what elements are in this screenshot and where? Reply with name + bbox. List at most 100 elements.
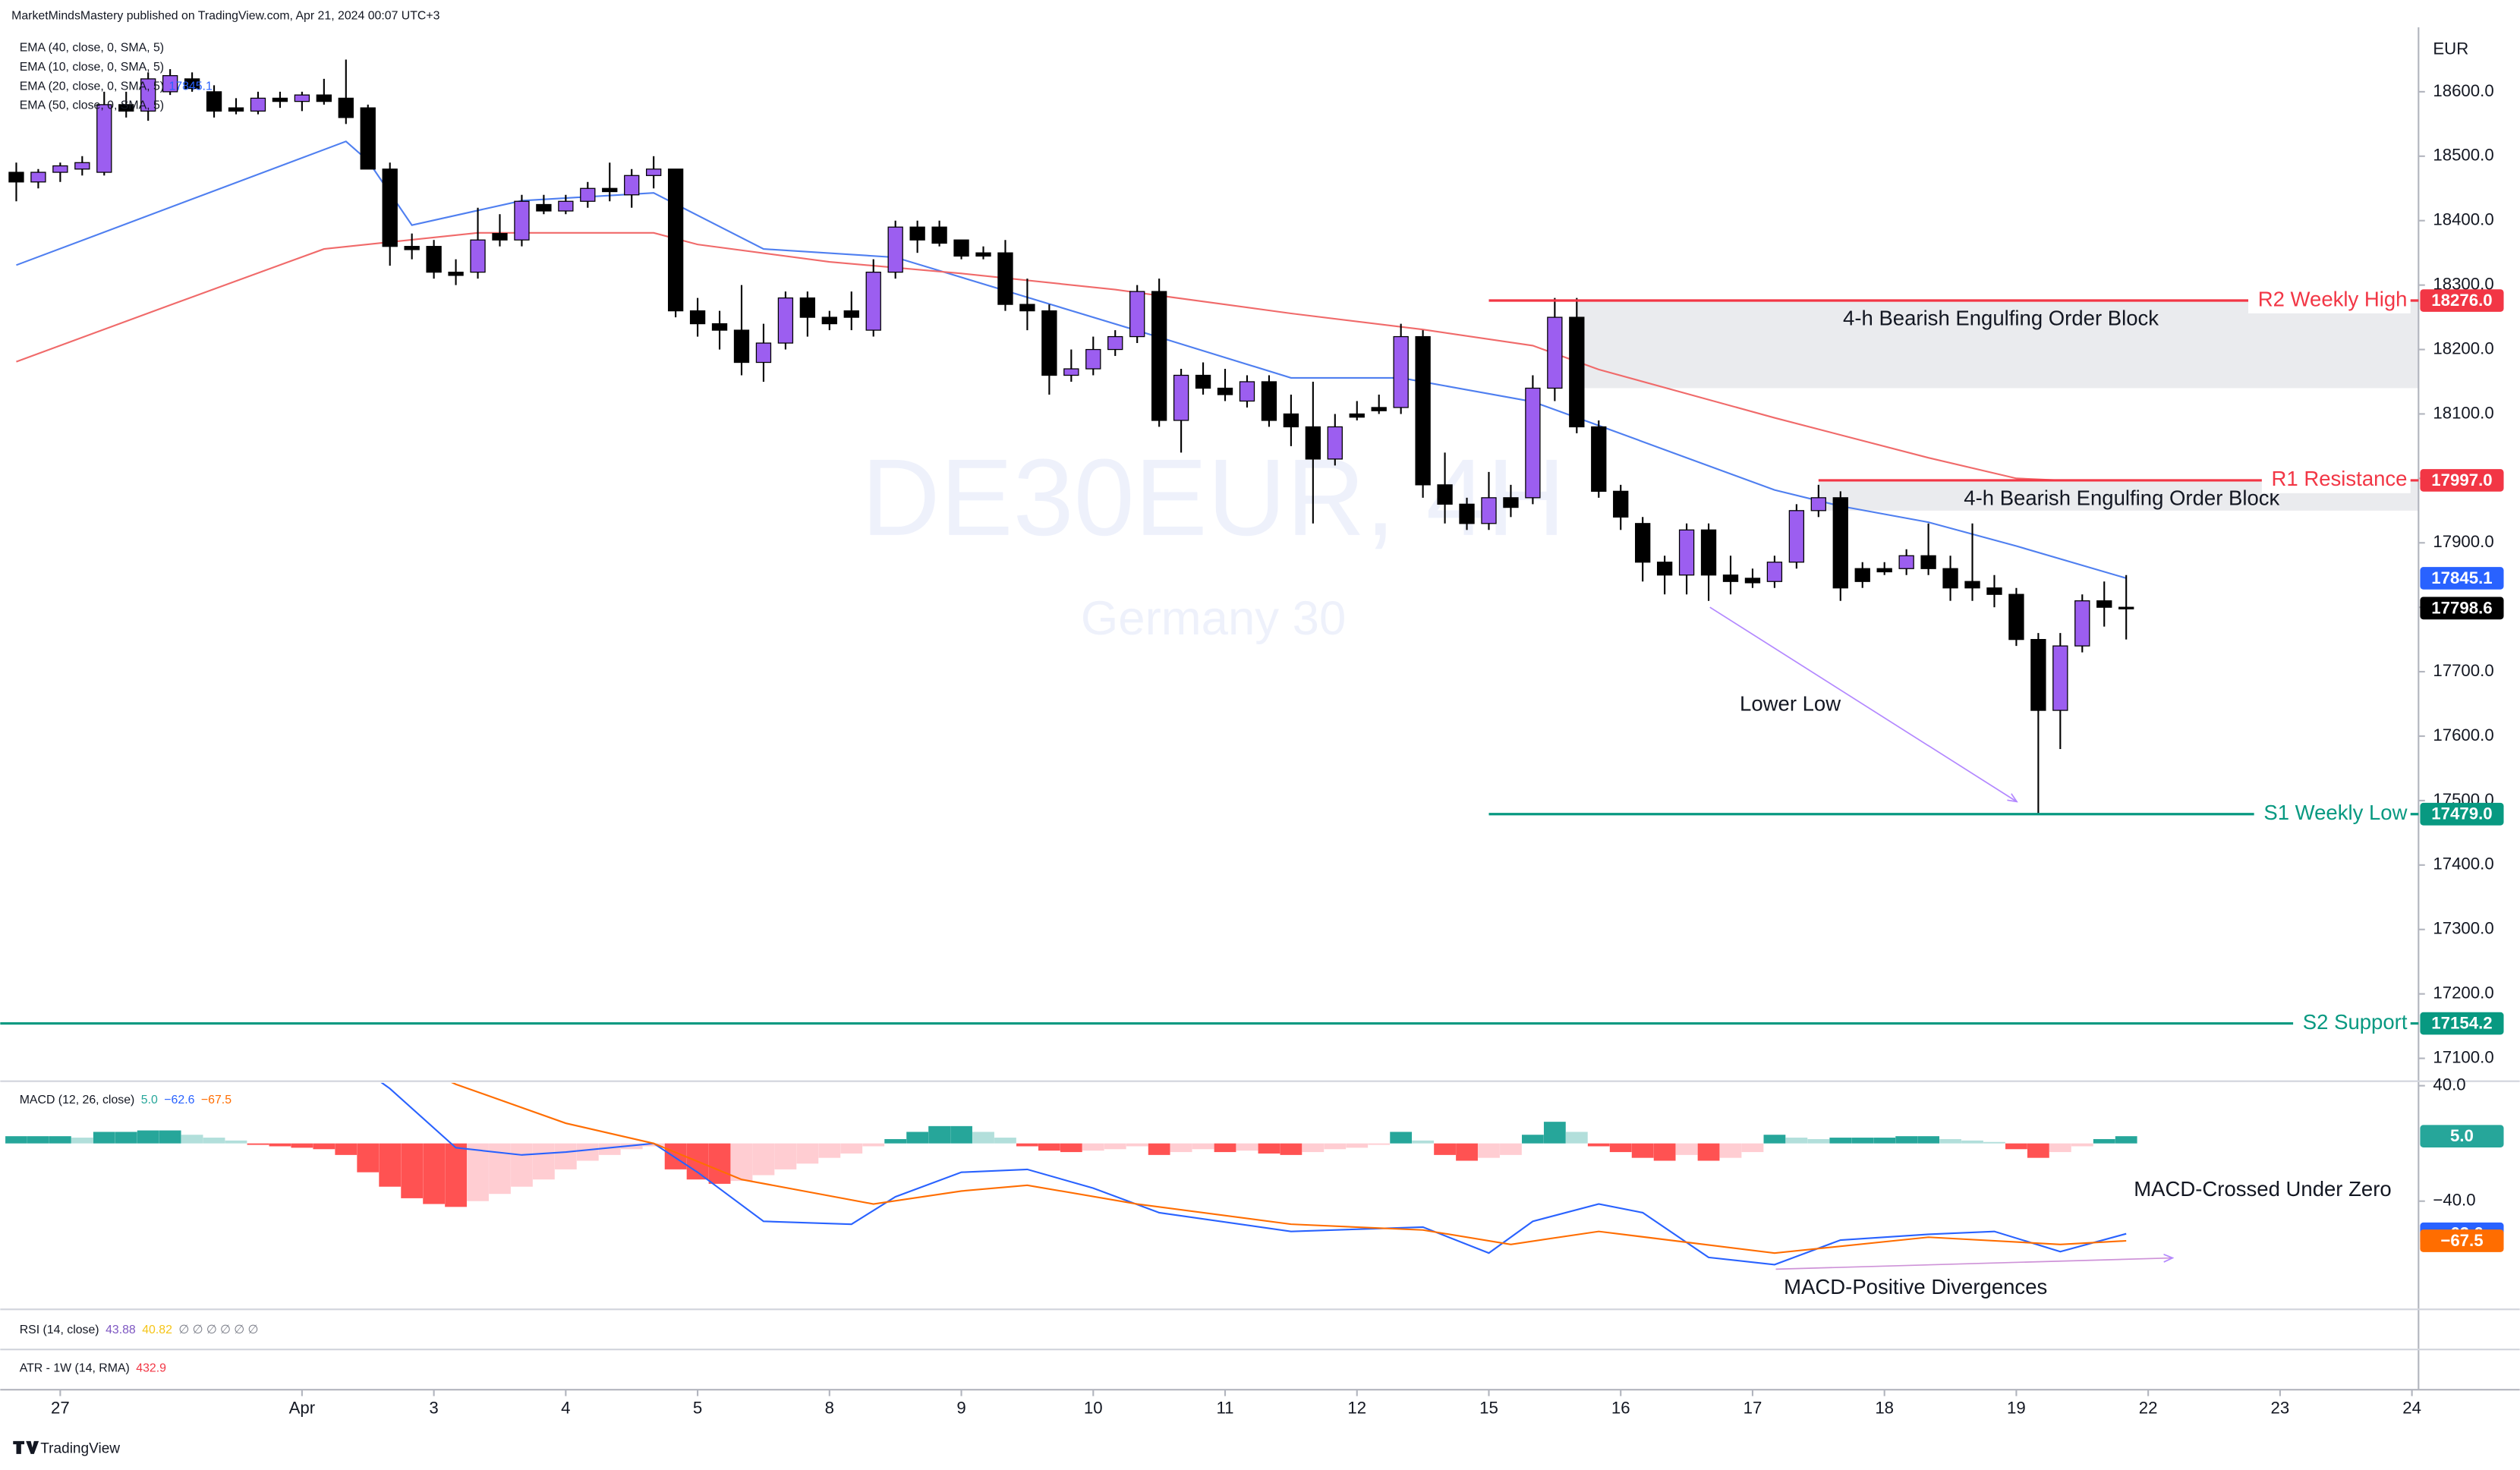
histogram-bar	[1895, 1136, 1918, 1144]
y-tick-label: 17100.0	[2433, 1047, 2493, 1066]
candle-body	[1151, 291, 1167, 421]
candle-body	[1810, 497, 1826, 512]
candle-body	[1898, 555, 1914, 569]
candle-body	[624, 175, 640, 196]
candle-body	[140, 78, 156, 112]
level-label-bg	[2248, 288, 2411, 313]
histogram-bar	[335, 1143, 358, 1155]
histogram-bar	[467, 1143, 489, 1201]
candle-body	[667, 168, 684, 312]
candle-body	[558, 200, 574, 212]
legend: EMA (40, close, 0, SMA, 5)	[20, 42, 164, 55]
candle-body	[1635, 523, 1651, 563]
histogram-bar	[93, 1132, 115, 1144]
price-tag	[2420, 596, 2504, 620]
candle-body	[755, 342, 772, 364]
x-tick-label: Apr	[289, 1398, 316, 1417]
arrow	[1775, 1258, 2173, 1270]
histogram-bar	[1126, 1143, 1148, 1147]
x-tick-label: 12	[1347, 1398, 1366, 1417]
candle-body	[118, 104, 134, 112]
x-tick-label: 18	[1875, 1398, 1894, 1417]
histogram-bar	[1587, 1143, 1610, 1147]
histogram-bar	[1631, 1143, 1654, 1158]
candle-body	[1129, 291, 1145, 338]
candle-body	[1041, 310, 1057, 376]
annotation: MACD-Positive Divergences	[1784, 1275, 2047, 1298]
candle-body	[1019, 304, 1035, 312]
histogram-bar	[1346, 1143, 1369, 1148]
price-tag-label: 17154.2	[2431, 1013, 2492, 1032]
level-label: S1 Weekly Low	[2263, 801, 2407, 824]
price-tag	[2420, 567, 2504, 590]
candle-body	[1305, 426, 1321, 460]
histogram-bar	[1280, 1143, 1303, 1155]
annotation: Lower Low	[1740, 692, 1841, 716]
histogram-bar	[774, 1143, 797, 1169]
candle-body	[184, 78, 200, 90]
logo	[13, 1440, 39, 1454]
legend-value: −62.6	[164, 1094, 194, 1106]
candle-body	[799, 297, 816, 318]
footer: TradingView	[40, 1441, 120, 1457]
histogram-bar	[1434, 1143, 1456, 1155]
level-label-bg	[2261, 467, 2411, 493]
order-block	[1577, 301, 2419, 389]
level-label-bg	[2254, 801, 2411, 827]
candle-body	[2096, 600, 2112, 608]
histogram-bar	[203, 1138, 225, 1144]
histogram-bar	[752, 1143, 775, 1176]
x-tick-label: 16	[1611, 1398, 1630, 1417]
histogram-bar	[1500, 1143, 1522, 1155]
candle-body	[1547, 316, 1563, 389]
candle-body	[316, 94, 332, 102]
candle-body	[865, 272, 881, 331]
histogram-bar	[27, 1136, 49, 1144]
candle-body	[2030, 639, 2046, 711]
candle-body	[1700, 529, 1717, 576]
candle-body	[953, 239, 969, 257]
price-tag-label: 18276.0	[2431, 291, 2492, 310]
level-label-bg	[2293, 1010, 2411, 1037]
macd-pane	[5, 1082, 2137, 1266]
histogram-bar	[1104, 1143, 1126, 1150]
atr-legend: ATR - 1W (14, RMA) 432.9	[20, 1362, 166, 1375]
x-tick-label: 4	[561, 1398, 570, 1417]
y-tick-label: 17400.0	[2433, 855, 2493, 874]
candle-body	[536, 203, 552, 212]
histogram-bar	[357, 1143, 380, 1173]
histogram-bar	[1522, 1135, 1544, 1144]
y-tick-label: −40.0	[2433, 1191, 2475, 1210]
x-tick-label: 24	[2402, 1398, 2421, 1417]
histogram-bar	[1082, 1143, 1104, 1151]
x-tick-label: 3	[429, 1398, 438, 1417]
candle-body	[1437, 484, 1453, 505]
legend-item: EMA (50, close, 0, SMA, 5)	[20, 99, 164, 112]
x-tick-label: 9	[956, 1398, 965, 1417]
histogram-bar	[554, 1143, 577, 1169]
histogram-bar	[2027, 1143, 2049, 1158]
order-block-label: 4-h Bearish Engulfing Order Block	[1843, 307, 2159, 330]
candle-body	[931, 226, 947, 244]
histogram-bar	[730, 1143, 753, 1182]
histogram-bar	[840, 1143, 863, 1154]
histogram-bar	[1741, 1143, 1764, 1153]
y-tick-label: 17900.0	[2433, 532, 2493, 551]
histogram-bar	[137, 1130, 159, 1144]
y-tick-label: 18200.0	[2433, 338, 2493, 357]
candle-body	[1656, 562, 1673, 576]
watermark-description: Germany 30	[1081, 592, 1346, 645]
watermark-symbol: DE30EUR, 4H	[862, 436, 1566, 559]
histogram-bar	[1939, 1138, 1961, 1144]
candle-body	[1986, 587, 2002, 595]
price-tag-label: 17798.6	[2431, 598, 2492, 617]
candle-body	[1876, 568, 1892, 573]
candle-body	[294, 94, 310, 102]
histogram-bar	[1016, 1143, 1038, 1147]
histogram-bar	[1697, 1143, 1720, 1161]
price-tag	[2420, 1012, 2504, 1035]
candle-body	[843, 310, 859, 318]
histogram-bar	[1302, 1143, 1325, 1153]
